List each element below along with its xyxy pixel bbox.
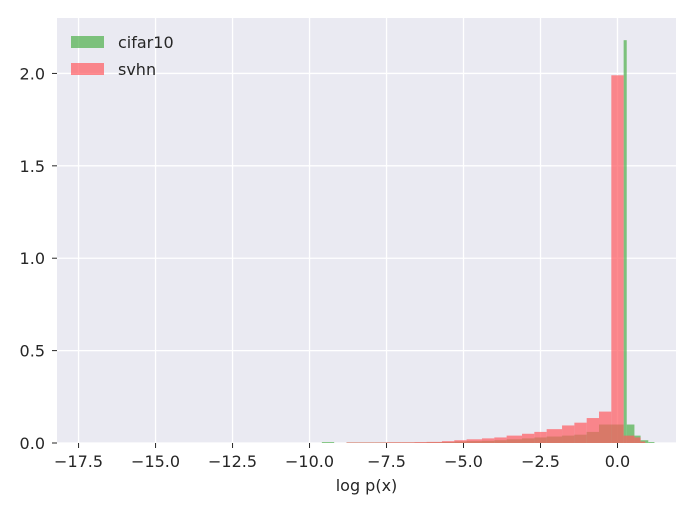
histogram-bar-svhn <box>522 433 535 443</box>
legend-swatch-cifar10 <box>71 36 104 48</box>
histogram-bar-svhn <box>466 439 482 443</box>
histogram-bar-svhn <box>562 425 575 443</box>
x-tick-label: −7.5 <box>367 452 406 471</box>
histogram-bar-svhn <box>454 440 467 443</box>
x-tick-label: −15.0 <box>131 452 180 471</box>
histogram-bar-svhn <box>574 422 587 443</box>
histogram-bar-svhn <box>441 441 455 443</box>
histogram-bar-svhn <box>506 435 523 443</box>
x-axis-ticks: −17.5 −15.0 −12.5 −10.0 −7.5 −5.0 −2.5 0.0 <box>54 443 630 471</box>
histogram-bar-svhn <box>599 411 612 443</box>
histogram-bar-cifar10 <box>648 442 655 443</box>
histogram-bar-cifar10 <box>321 442 335 443</box>
histogram-bar-svhn <box>414 442 427 443</box>
x-tick-label: −2.5 <box>521 452 560 471</box>
y-tick-label: 0.0 <box>20 434 45 453</box>
series-svhn <box>346 75 646 444</box>
y-tick-label: 1.5 <box>20 157 45 176</box>
y-tick-label: 0.5 <box>20 342 45 361</box>
legend: cifar10 svhn <box>71 33 174 79</box>
x-tick-label: −12.5 <box>208 452 257 471</box>
histogram-bar-svhn <box>494 437 507 443</box>
histogram-bars <box>321 40 655 444</box>
histogram-bar-svhn <box>401 442 415 443</box>
histogram-bar-svhn <box>634 437 641 443</box>
x-tick-label: −10.0 <box>285 452 334 471</box>
x-axis-label: log p(x) <box>336 476 398 495</box>
histogram-bar-svhn <box>586 418 600 443</box>
y-axis-ticks: 0.0 0.5 1.0 1.5 2.0 <box>20 64 57 453</box>
y-tick-label: 1.0 <box>20 249 45 268</box>
legend-label-svhn: svhn <box>118 60 156 79</box>
histogram-bar-svhn <box>623 435 635 443</box>
x-tick-label: 0.0 <box>605 452 630 471</box>
histogram-bar-svhn <box>546 429 563 443</box>
histogram-bar-cifar10 <box>623 40 627 443</box>
histogram-bar-svhn <box>611 75 624 444</box>
histogram-bar-svhn <box>386 442 402 443</box>
histogram-bar-svhn <box>481 438 495 443</box>
histogram-bar-svhn <box>534 431 547 443</box>
plot-area-background <box>57 18 676 443</box>
histogram-bar-svhn <box>358 442 375 443</box>
histogram-bar-svhn <box>640 441 646 443</box>
y-tick-label: 2.0 <box>20 64 45 83</box>
x-tick-label: −17.5 <box>54 452 103 471</box>
legend-label-cifar10: cifar10 <box>118 33 174 52</box>
x-tick-label: −5.0 <box>444 452 483 471</box>
legend-swatch-svhn <box>71 63 104 75</box>
histogram-bar-cifar10 <box>626 424 635 443</box>
histogram-bar-svhn <box>346 442 359 443</box>
histogram-bar-svhn <box>374 442 387 443</box>
histogram-bar-svhn <box>426 441 442 443</box>
